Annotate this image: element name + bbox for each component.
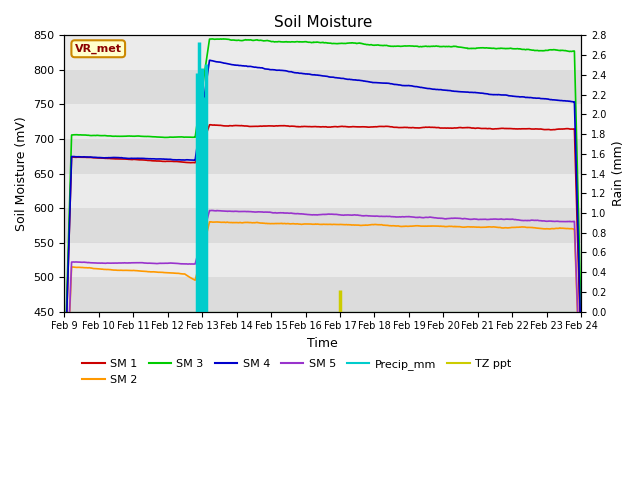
Bar <box>65 208 581 242</box>
Title: Soil Moisture: Soil Moisture <box>274 15 372 30</box>
Text: VR_met: VR_met <box>75 44 122 54</box>
Bar <box>65 173 581 208</box>
Y-axis label: Rain (mm): Rain (mm) <box>612 141 625 206</box>
Bar <box>65 70 581 105</box>
Bar <box>65 36 581 70</box>
Bar <box>65 139 581 173</box>
Bar <box>65 242 581 277</box>
X-axis label: Time: Time <box>307 337 338 350</box>
Bar <box>65 277 581 312</box>
Legend: SM 1, SM 2, SM 3, SM 4, SM 5, Precip_mm, TZ ppt: SM 1, SM 2, SM 3, SM 4, SM 5, Precip_mm,… <box>78 355 516 389</box>
Bar <box>65 105 581 139</box>
Y-axis label: Soil Moisture (mV): Soil Moisture (mV) <box>15 116 28 231</box>
